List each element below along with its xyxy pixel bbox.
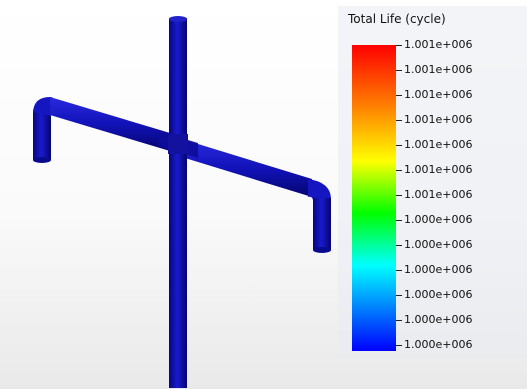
legend-tick-mark: [396, 145, 402, 146]
legend-tick-label: 1.001e+006: [404, 113, 473, 126]
junction-hub: [168, 134, 188, 154]
legend-tick-label: 1.000e+006: [404, 288, 473, 301]
right-leg-pipe: [313, 198, 331, 250]
legend-tick-label: 1.000e+006: [404, 338, 473, 351]
legend-tick-label: 1.001e+006: [404, 88, 473, 101]
left-leg-end: [33, 157, 51, 163]
legend-tick-mark: [396, 70, 402, 71]
horizontal-pipe-left: [50, 97, 170, 151]
right-leg-end: [313, 247, 331, 253]
left-leg-pipe: [33, 110, 51, 160]
legend-tick-mark: [396, 345, 402, 346]
legend-tick-label: 1.001e+006: [404, 63, 473, 76]
fatigue-legend: Total Life (cycle) 1.001e+006 1.001e+006 1…: [338, 6, 527, 358]
legend-tick-label: 1.000e+006: [404, 263, 473, 276]
legend-tick-mark: [396, 170, 402, 171]
legend-tick-mark: [396, 220, 402, 221]
legend-tick-mark: [396, 320, 402, 321]
vertical-pipe: [169, 18, 187, 388]
legend-tick-mark: [396, 120, 402, 121]
horizontal-pipe-right: [185, 140, 312, 197]
legend-tick-label: 1.000e+006: [404, 213, 473, 226]
legend-tick-mark: [396, 45, 402, 46]
colorbar: [352, 45, 396, 351]
legend-tick-mark: [396, 295, 402, 296]
legend-tick-label: 1.001e+006: [404, 138, 473, 151]
legend-tick-label: 1.000e+006: [404, 238, 473, 251]
vertical-pipe-top: [169, 16, 187, 22]
right-elbow-pipe: [308, 179, 331, 200]
legend-tick-label: 1.000e+006: [404, 313, 473, 326]
legend-tick-mark: [396, 270, 402, 271]
legend-title: Total Life (cycle): [348, 12, 446, 26]
legend-tick-mark: [396, 245, 402, 246]
legend-tick-mark: [396, 195, 402, 196]
legend-tick-label: 1.001e+006: [404, 38, 473, 51]
legend-tick-label: 1.001e+006: [404, 188, 473, 201]
legend-tick-mark: [396, 95, 402, 96]
legend-tick-label: 1.001e+006: [404, 163, 473, 176]
